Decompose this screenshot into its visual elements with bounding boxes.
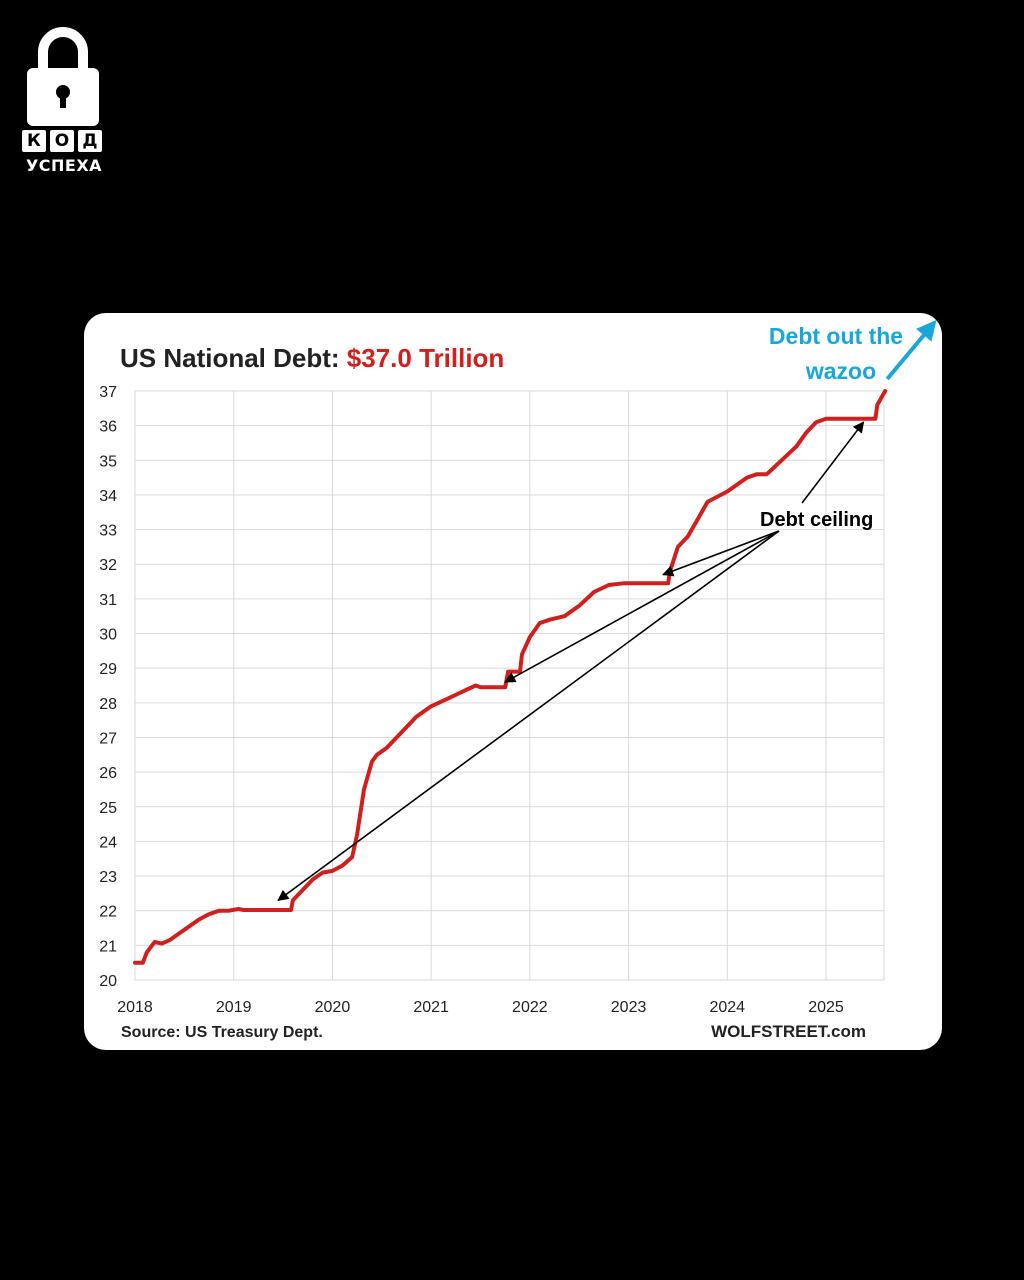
logo-letter-d: Д xyxy=(78,130,102,152)
series-line-us-debt xyxy=(133,389,888,965)
y-tick-label: 24 xyxy=(99,834,117,851)
y-tick-label: 20 xyxy=(99,973,117,990)
x-tick-label: 2020 xyxy=(315,999,351,1016)
debt-ceiling-arrow xyxy=(504,530,780,683)
credit-label: WOLFSTREET.com xyxy=(711,1022,866,1041)
chart-card: 20 21 22 23 24 25 26 27 28 29 30 31 32 33 34 35 36 37 201… xyxy=(84,313,942,1050)
y-tick-label: 34 xyxy=(99,488,117,505)
y-tick-label: 30 xyxy=(99,627,117,644)
y-tick-label: 28 xyxy=(99,696,117,713)
y-tick-label: 36 xyxy=(99,419,117,436)
x-tick-label: 2018 xyxy=(117,999,153,1016)
y-tick-label: 26 xyxy=(99,765,117,782)
debt-ceiling-arrow xyxy=(277,530,780,901)
source-label: Source: US Treasury Dept. xyxy=(121,1024,323,1041)
x-tick-label: 2023 xyxy=(611,999,647,1016)
y-tick-label: 29 xyxy=(99,661,117,678)
logo-letter-o: О xyxy=(50,130,74,152)
debt-ceiling-arrow xyxy=(801,421,865,504)
y-tick-label: 31 xyxy=(99,592,117,609)
x-tick-label: 2025 xyxy=(808,999,844,1016)
x-tick-label: 2022 xyxy=(512,999,548,1016)
chart-title-prefix: US National Debt: xyxy=(120,343,347,373)
y-tick-label: 22 xyxy=(99,904,117,921)
wazoo-arrow xyxy=(885,319,937,381)
y-tick-label: 35 xyxy=(99,453,117,470)
x-tick-label: 2024 xyxy=(709,999,745,1016)
y-tick-label: 25 xyxy=(99,800,117,817)
y-tick-label: 21 xyxy=(99,938,117,955)
wazoo-annotation-line1: Debt out the xyxy=(769,323,903,349)
y-tick-label: 27 xyxy=(99,730,117,747)
plot-frame xyxy=(134,390,885,981)
x-tick-label: 2019 xyxy=(216,999,252,1016)
y-tick-label: 37 xyxy=(99,384,117,401)
kod-uspeha-logo: К О Д УСПЕХА xyxy=(18,22,110,178)
chart-title-value: $37.0 Trillion xyxy=(347,343,505,373)
chart-title: US National Debt: $37.0 Trillion xyxy=(120,343,504,373)
logo-subtitle: УСПЕХА xyxy=(25,156,103,175)
debt-ceiling-arrow xyxy=(662,530,780,577)
x-tick-label: 2021 xyxy=(413,999,449,1016)
debt-ceiling-label: Debt ceiling xyxy=(760,509,873,531)
wazoo-annotation-line2: wazoo xyxy=(805,358,876,384)
logo-letter-k: К xyxy=(22,130,46,152)
y-tick-label: 23 xyxy=(99,869,117,886)
lock-icon xyxy=(27,27,99,126)
y-tick-label: 32 xyxy=(99,557,117,574)
y-tick-label: 33 xyxy=(99,523,117,540)
